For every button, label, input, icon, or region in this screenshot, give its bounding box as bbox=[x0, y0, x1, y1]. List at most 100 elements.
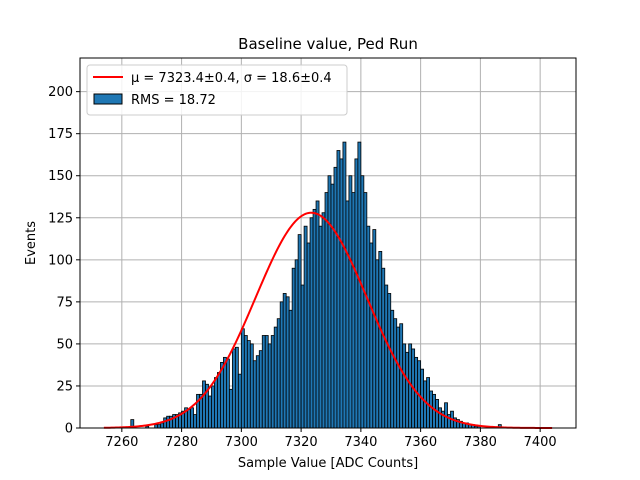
histogram-bar bbox=[297, 234, 302, 429]
histogram-bar bbox=[237, 373, 242, 429]
legend: μ = 7323.4±0.4, σ = 18.6±0.4 RMS = 18.72 bbox=[86, 64, 348, 116]
histogram-bar bbox=[246, 340, 251, 429]
histogram-bar bbox=[372, 229, 377, 429]
y-tick-label: 25 bbox=[56, 379, 73, 394]
histogram-bar bbox=[193, 414, 197, 429]
histogram-bar bbox=[405, 351, 410, 429]
histogram-bar bbox=[345, 200, 350, 429]
fit-curve bbox=[103, 211, 553, 429]
histogram-bar bbox=[402, 343, 407, 429]
histogram-bar bbox=[166, 415, 171, 429]
histogram-bar bbox=[303, 225, 308, 429]
histogram-bar bbox=[276, 318, 281, 429]
y-tick-label: 50 bbox=[56, 337, 73, 352]
histogram-bar bbox=[396, 326, 401, 429]
histogram-bar bbox=[378, 251, 383, 429]
legend-histogram-label: RMS = 18.72 bbox=[131, 93, 216, 108]
histogram-bar bbox=[273, 326, 278, 429]
histogram-bar bbox=[190, 407, 194, 429]
histogram-bar bbox=[363, 192, 368, 429]
histogram-bar bbox=[217, 372, 221, 429]
histogram-bar bbox=[202, 380, 206, 429]
histogram-bar bbox=[348, 175, 353, 429]
histogram-bar bbox=[252, 360, 257, 429]
legend-fit-label: μ = 7323.4±0.4, σ = 18.6±0.4 bbox=[131, 71, 332, 86]
histogram-bar bbox=[208, 395, 212, 429]
histogram-bar bbox=[357, 141, 362, 429]
histogram-bar bbox=[279, 301, 284, 429]
y-axis-title: Events bbox=[24, 221, 39, 265]
histogram-bar bbox=[366, 225, 371, 429]
y-tick-label: 150 bbox=[48, 169, 73, 184]
x-tick-label: 7260 bbox=[105, 435, 138, 450]
histogram-bar bbox=[157, 424, 162, 429]
x-tick-label: 7320 bbox=[285, 435, 318, 450]
histogram-bar bbox=[309, 217, 314, 429]
histogram-bar bbox=[330, 183, 335, 429]
histogram-bar bbox=[306, 242, 311, 429]
histogram-bar bbox=[423, 380, 428, 429]
histogram-bar bbox=[342, 141, 347, 429]
histogram-bar bbox=[327, 175, 332, 429]
histogram-bar bbox=[399, 323, 404, 429]
x-tick-label: 7380 bbox=[464, 435, 497, 450]
histogram-bar bbox=[211, 385, 215, 429]
histogram-bar bbox=[387, 293, 392, 429]
histogram-bar bbox=[270, 335, 275, 429]
histogram-bar bbox=[435, 399, 439, 429]
histogram-bar bbox=[300, 284, 305, 429]
y-axis-ticks: 0 25 50 75 100 125 150 175 200 bbox=[48, 85, 80, 437]
legend-histogram-swatch bbox=[93, 93, 123, 105]
histogram-bar bbox=[231, 348, 236, 429]
x-tick-label: 7280 bbox=[165, 435, 198, 450]
x-axis-title: Sample Value [ADC Counts] bbox=[238, 456, 418, 471]
histogram-bar bbox=[228, 388, 233, 429]
histogram-bar bbox=[375, 259, 380, 429]
histogram-bar bbox=[360, 175, 365, 429]
histogram-bar bbox=[384, 284, 389, 429]
histogram-bar bbox=[243, 335, 248, 429]
histogram-bar bbox=[226, 358, 230, 429]
x-tick-label: 7300 bbox=[225, 435, 258, 450]
histogram-bar bbox=[261, 335, 266, 429]
histogram-bar bbox=[351, 192, 356, 429]
histogram-bar bbox=[282, 293, 287, 429]
y-tick-label: 0 bbox=[65, 422, 73, 437]
histogram-bar bbox=[223, 356, 227, 429]
histogram-bar bbox=[249, 343, 254, 429]
x-axis-ticks: 7260 7280 7300 7320 7340 7360 7380 7400 bbox=[105, 428, 557, 450]
histogram-bar bbox=[240, 328, 245, 429]
y-tick-label: 200 bbox=[48, 85, 73, 100]
histogram-bar bbox=[429, 390, 433, 429]
plot-frame bbox=[79, 57, 577, 429]
histogram-bar bbox=[187, 409, 191, 429]
histogram-bar bbox=[264, 335, 269, 429]
chart-title: Baseline value, Ped Run bbox=[238, 35, 418, 53]
histogram-bar bbox=[339, 158, 344, 429]
x-tick-label: 7400 bbox=[524, 435, 557, 450]
histogram-bar bbox=[163, 417, 168, 429]
histogram-bar bbox=[312, 208, 317, 429]
histogram-bar bbox=[393, 318, 398, 429]
histogram-bar bbox=[258, 350, 263, 429]
histogram-bar bbox=[369, 242, 374, 429]
histogram-bar bbox=[160, 422, 165, 429]
x-tick-label: 7340 bbox=[344, 435, 377, 450]
y-tick-label: 125 bbox=[48, 211, 73, 226]
legend-box bbox=[86, 64, 348, 116]
histogram-bar bbox=[318, 225, 323, 429]
histogram-bar bbox=[354, 158, 359, 429]
histogram-bar bbox=[381, 267, 386, 429]
histogram-bar bbox=[154, 424, 159, 429]
histogram-bar bbox=[315, 200, 320, 429]
histogram-bar bbox=[390, 309, 395, 429]
histogram-bar bbox=[288, 309, 293, 429]
histogram-bar bbox=[267, 343, 272, 429]
histogram-bar bbox=[321, 212, 326, 429]
histogram-bar bbox=[438, 407, 442, 429]
histogram-bar bbox=[333, 166, 338, 429]
y-tick-label: 100 bbox=[48, 253, 73, 268]
y-tick-label: 75 bbox=[56, 295, 73, 310]
histogram-bar bbox=[214, 377, 218, 429]
